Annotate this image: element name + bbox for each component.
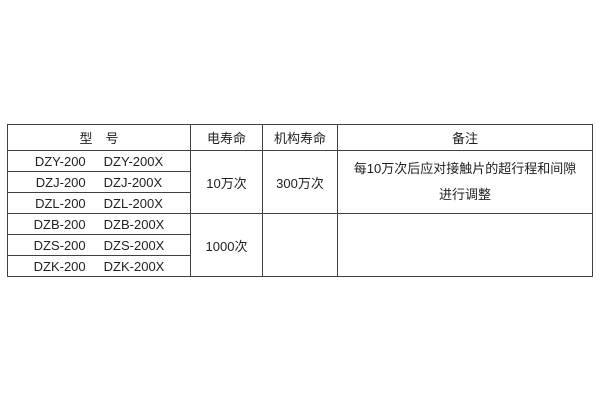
model-name-x: DZJ-200X <box>103 174 163 190</box>
model-name-x: DZB-200X <box>103 216 165 232</box>
table-row: DZJ-200 DZJ-200X <box>7 171 593 193</box>
model-cell: DZL-200 DZL-200X <box>7 192 191 214</box>
electrical-life-cell-group2: 1000次 <box>190 213 263 277</box>
model-name-x: DZY-200X <box>103 153 164 169</box>
model-name: DZL-200 <box>35 195 86 211</box>
model-name: DZY-200 <box>34 153 86 169</box>
remark-line-1: 每10万次后应对接触片的超行程和间隙 <box>353 161 577 176</box>
mechanical-life-cell-group1: 300万次 <box>262 150 338 214</box>
table-row: DZK-200 DZK-200X <box>7 255 593 277</box>
col-header-remarks: 备注 <box>337 124 593 151</box>
model-cell: DZS-200 DZS-200X <box>7 234 191 256</box>
model-cell: DZY-200 DZY-200X <box>7 150 191 172</box>
col-header-electrical-life: 电寿命 <box>190 124 263 151</box>
model-cell: DZK-200 DZK-200X <box>7 255 191 277</box>
model-name: DZK-200 <box>33 258 86 274</box>
remarks-cell-group2 <box>337 213 593 277</box>
col-header-mechanical-life: 机构寿命 <box>262 124 338 151</box>
remark-line-2: 进行调整 <box>438 187 491 202</box>
mechanical-life-cell-group2 <box>262 213 338 277</box>
model-name: DZJ-200 <box>35 174 86 190</box>
table-row: DZY-200 DZY-200X 10万次 300万次 每10万次后应对接触片的… <box>7 150 593 214</box>
table-row: DZB-200 DZB-200X 1000次 <box>7 213 593 277</box>
header-row: 型 号 电寿命 机构寿命 备注 <box>7 124 593 151</box>
electrical-life-cell-group1: 10万次 <box>190 150 263 214</box>
table-row: DZL-200 DZL-200X <box>7 192 593 214</box>
relay-life-spec-table: 型 号 电寿命 机构寿命 备注 DZY-200 DZY-200X 10万次 30… <box>7 124 593 277</box>
model-name: DZS-200 <box>33 237 86 253</box>
model-name: DZB-200 <box>33 216 86 232</box>
model-cell: DZJ-200 DZJ-200X <box>7 171 191 193</box>
model-name-x: DZL-200X <box>103 195 163 211</box>
model-name-x: DZS-200X <box>103 237 165 253</box>
model-name-x: DZK-200X <box>103 258 165 274</box>
remarks-cell-group1: 每10万次后应对接触片的超行程和间隙 进行调整 <box>337 150 593 214</box>
col-header-model: 型 号 <box>7 124 191 151</box>
model-cell: DZB-200 DZB-200X <box>7 213 191 235</box>
